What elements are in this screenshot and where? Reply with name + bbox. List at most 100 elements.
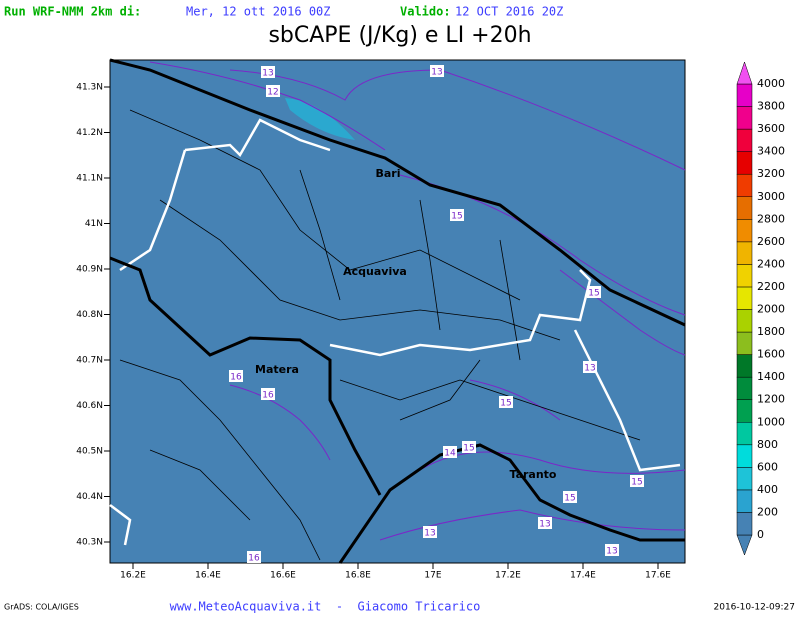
contour-label: 15	[588, 289, 599, 299]
contour-label-box	[430, 65, 444, 77]
contour-label: 13	[424, 529, 435, 539]
colorbar-label: 4000	[757, 77, 785, 90]
contour-label-box	[229, 370, 243, 382]
colorbar-band	[736, 128, 753, 152]
city-name: Matera	[255, 363, 299, 376]
lat-label: 40.3N	[76, 538, 103, 548]
city-name: Bari	[375, 167, 400, 180]
lat-label: 40.9N	[76, 265, 103, 275]
colorbar-label: 2000	[757, 303, 785, 316]
lon-label: 17.4E	[570, 571, 596, 581]
colorbar-label: 1800	[757, 325, 785, 338]
contour-label-box	[443, 446, 457, 458]
colorbar-label: 0	[757, 528, 764, 541]
colorbar-band	[736, 83, 753, 107]
contour-label-box	[266, 85, 280, 97]
contour-label: 13	[539, 520, 550, 530]
coast-borders	[109, 58, 686, 564]
colorbar-label: 3800	[757, 100, 785, 113]
contour-label-box	[583, 361, 597, 373]
run-label: Run WRF-NMM 2km di:	[4, 5, 141, 19]
cape-area	[285, 98, 355, 140]
contour-label: 13	[584, 364, 595, 374]
colorbar-tip	[736, 61, 753, 85]
colorbar-label: 200	[757, 505, 778, 518]
lat-label: 41.3N	[76, 83, 103, 93]
lat-label: 41.2N	[76, 128, 103, 138]
colorbar-band	[736, 286, 753, 310]
colorbar-label: 2600	[757, 235, 785, 248]
valid-date: 12 OCT 2016 20Z	[455, 5, 563, 19]
contour-label: 15	[451, 212, 462, 222]
contour-label: 15	[500, 399, 511, 409]
contour-label: 12	[267, 88, 278, 98]
colorbar-label: 2800	[757, 212, 785, 225]
colorbar-band	[736, 196, 753, 220]
lat-label: 40.5N	[76, 447, 103, 457]
colorbar-label: 800	[757, 438, 778, 451]
colorbar-label: 2400	[757, 257, 785, 270]
lon-label: 17.2E	[495, 571, 521, 581]
contour-label: 16	[230, 373, 242, 383]
contour-label: 14	[444, 449, 456, 459]
contour-label-box	[261, 388, 275, 400]
colorbar-label: 3000	[757, 190, 785, 203]
city-name: Taranto	[509, 468, 556, 481]
lat-label: 41.1N	[76, 174, 103, 184]
colorbar-label: 3600	[757, 122, 785, 135]
city-name: Acquaviva	[343, 265, 407, 278]
colorbar-label: 3200	[757, 167, 785, 180]
lon-label: 16.6E	[270, 571, 296, 581]
footer-left: GrADS: COLA/IGES	[4, 603, 79, 612]
footer-right: 2016-10-12-09:27	[714, 603, 796, 613]
map-frame	[109, 59, 686, 564]
colorbar-band	[736, 354, 753, 378]
contour-label: 13	[606, 547, 617, 557]
contour-label-box	[261, 66, 275, 78]
lon-label: 16.2E	[120, 571, 146, 581]
colorbar-band	[736, 489, 753, 513]
colorbar-tip	[736, 534, 753, 556]
province-lines	[119, 109, 641, 561]
colorbar-band	[736, 444, 753, 468]
colorbar-band	[736, 376, 753, 400]
colorbar-label: 1200	[757, 393, 785, 406]
colorbar-label: 3400	[757, 145, 785, 158]
footer-center: www.MeteoAcquaviva.it - Giacomo Tricaric…	[170, 600, 481, 614]
colorbar-band	[736, 173, 753, 197]
colorbar-label: 2200	[757, 280, 785, 293]
contour-label: 13	[262, 69, 273, 79]
valid-label: Valido:	[400, 5, 451, 19]
colorbar-band	[736, 219, 753, 243]
colorbar-label: 1000	[757, 415, 785, 428]
lat-label: 40.8N	[76, 310, 103, 320]
lat-label: 40.6N	[76, 401, 103, 411]
colorbar: 0 200 400 600 800 1000 1200 1400 1600 1800 2000 220…	[736, 61, 785, 556]
lon-label: 16.4E	[195, 571, 221, 581]
contour-label-box	[630, 475, 644, 487]
contour-label: 13	[431, 68, 442, 78]
title: sbCAPE (J/Kg) e LI +20h	[268, 23, 531, 48]
contour-label-box	[499, 396, 513, 408]
contour-label-box	[423, 526, 437, 538]
lon-label: 16.8E	[345, 571, 371, 581]
colorbar-band	[736, 309, 753, 333]
contour-label-box	[462, 441, 476, 453]
contour-label-box	[538, 517, 552, 529]
contour-label-box	[587, 286, 601, 298]
run-date: Mer, 12 ott 2016 00Z	[186, 5, 331, 19]
colorbar-band	[736, 106, 753, 130]
colorbar-label: 1600	[757, 348, 785, 361]
contour-label: 15	[564, 494, 575, 504]
colorbar-band	[736, 512, 753, 536]
contour-label: 16	[262, 391, 274, 401]
lon-label: 17E	[424, 571, 441, 581]
colorbar-band	[736, 467, 753, 491]
colorbar-band	[736, 151, 753, 175]
colorbar-label: 400	[757, 483, 778, 496]
contour-label-box	[563, 491, 577, 503]
contour-label-box	[450, 209, 464, 221]
colorbar-band	[736, 422, 753, 446]
contour-label: 16	[248, 554, 260, 564]
